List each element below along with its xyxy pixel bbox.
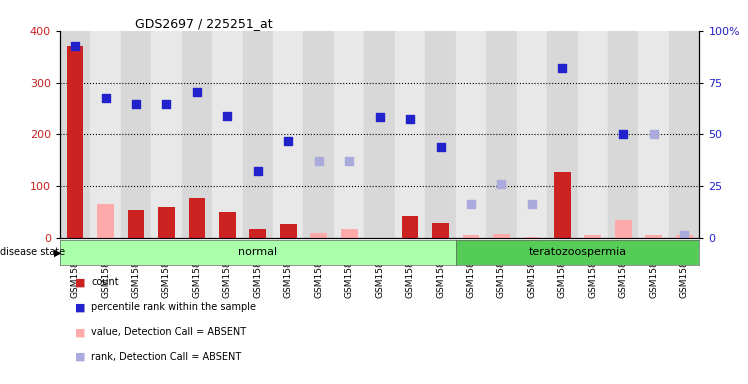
Point — [282, 137, 294, 144]
Point — [648, 131, 660, 137]
Text: GDS2697 / 225251_at: GDS2697 / 225251_at — [135, 17, 272, 30]
Point — [617, 131, 629, 137]
Bar — [364, 31, 395, 238]
Text: rank, Detection Call = ABSENT: rank, Detection Call = ABSENT — [91, 352, 242, 362]
Point — [343, 158, 355, 164]
Bar — [675, 235, 693, 238]
Text: ■: ■ — [75, 327, 85, 337]
Bar — [341, 229, 358, 238]
Point — [526, 201, 538, 207]
Bar — [395, 31, 426, 238]
Bar — [554, 172, 571, 238]
Bar — [402, 216, 418, 238]
Bar — [128, 210, 144, 238]
Point — [435, 144, 447, 151]
Bar — [615, 220, 631, 238]
Text: teratozoospermia: teratozoospermia — [529, 247, 627, 258]
Bar — [577, 31, 608, 238]
Text: value, Detection Call = ABSENT: value, Detection Call = ABSENT — [91, 327, 246, 337]
Bar — [334, 31, 364, 238]
Bar — [151, 31, 182, 238]
Bar — [242, 31, 273, 238]
Point — [557, 65, 568, 71]
Point — [99, 95, 111, 101]
Bar — [91, 31, 120, 238]
Bar — [60, 31, 91, 238]
Bar — [493, 234, 510, 238]
Point — [495, 180, 507, 187]
Text: percentile rank within the sample: percentile rank within the sample — [91, 302, 257, 312]
Bar — [486, 31, 517, 238]
Bar — [280, 223, 297, 238]
Bar — [639, 31, 669, 238]
Point — [221, 113, 233, 119]
Bar — [120, 31, 151, 238]
Bar — [249, 229, 266, 238]
Text: ■: ■ — [75, 277, 85, 287]
Bar — [517, 31, 547, 238]
Bar — [524, 237, 540, 238]
Bar — [547, 31, 577, 238]
Point — [404, 116, 416, 122]
Point — [465, 201, 477, 207]
Bar — [456, 31, 486, 238]
Bar — [67, 46, 84, 238]
Bar — [188, 198, 205, 238]
Bar — [646, 235, 662, 238]
Point — [191, 89, 203, 95]
Text: disease state: disease state — [0, 247, 65, 258]
Point — [69, 43, 81, 49]
Bar — [219, 212, 236, 238]
Bar — [158, 207, 175, 238]
Text: ▶: ▶ — [54, 247, 61, 258]
Point — [130, 101, 142, 108]
Bar — [426, 31, 456, 238]
Bar — [273, 31, 304, 238]
Point — [313, 158, 325, 164]
Bar — [304, 31, 334, 238]
Point — [160, 101, 172, 108]
Bar — [584, 235, 601, 238]
Bar — [310, 233, 327, 238]
Point — [252, 167, 264, 174]
Point — [678, 232, 690, 238]
Bar — [462, 235, 479, 238]
Text: normal: normal — [238, 247, 278, 258]
Point — [373, 114, 386, 120]
Bar — [608, 31, 639, 238]
Bar — [669, 31, 699, 238]
Text: ■: ■ — [75, 352, 85, 362]
Bar — [432, 223, 449, 238]
Text: count: count — [91, 277, 119, 287]
Bar — [212, 31, 242, 238]
Bar — [97, 204, 114, 238]
Text: ■: ■ — [75, 302, 85, 312]
Bar — [182, 31, 212, 238]
